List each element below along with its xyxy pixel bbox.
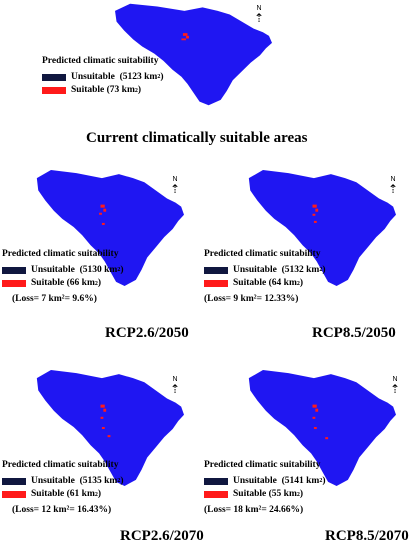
suitable-swatch <box>2 491 26 499</box>
legend-suitable: Suitable (55 km 2) <box>204 489 326 500</box>
suitable-patches <box>99 204 107 225</box>
loss-text: (Loss= 9 km²= 12.33%) <box>204 293 299 304</box>
suitable-patches <box>100 404 111 438</box>
suitable-swatch <box>42 87 66 95</box>
suitable-patches <box>312 404 329 440</box>
legend-title: Predicted climatic suitability <box>204 249 321 259</box>
legend-rcp85-2070: Predicted climatic suitability Unsuitabl… <box>204 460 326 515</box>
caption-rcp26-2050: RCP2.6/2050 <box>105 325 189 341</box>
caption-rcp85-2050: RCP8.5/2050 <box>312 325 396 341</box>
legend-unsuitable: Unsuitable (5130 km 2) <box>2 265 124 276</box>
north-arrow-current: N ⇡ <box>254 5 265 25</box>
legend-title: Predicted climatic suitability <box>2 249 119 259</box>
legend-rcp26-2070: Predicted climatic suitability Unsuitabl… <box>2 460 124 515</box>
legend-suitable: Suitable (73 km 2) <box>42 85 164 96</box>
north-arrow-rcp85-2050: N ⇡ <box>388 176 399 196</box>
unsuitable-swatch <box>204 266 228 274</box>
unsuitable-swatch <box>204 477 228 485</box>
north-arrow-rcp85-2070: N ⇡ <box>390 376 401 396</box>
legend-suitable: Suitable (61 km 2) <box>2 489 124 500</box>
unsuitable-swatch <box>2 266 26 274</box>
loss-text: (Loss= 12 km²= 16.43%) <box>12 504 112 515</box>
legend-suitable: Suitable (66 km 2) <box>2 278 124 289</box>
suitable-swatch <box>204 280 228 288</box>
legend-rcp85-2050: Predicted climatic suitability Unsuitabl… <box>204 249 326 304</box>
map-rcp26-2050 <box>36 170 184 286</box>
legend-unsuitable: Unsuitable (5135 km 2) <box>2 476 124 487</box>
legend-current: Predicted climatic suitability Unsuitabl… <box>42 56 164 100</box>
suitable-swatch <box>2 280 26 288</box>
legend-title: Predicted climatic suitability <box>204 460 321 470</box>
legend-unsuitable: Unsuitable (5123 km 2) <box>42 72 164 83</box>
loss-text: (Loss= 18 km²= 24.66%) <box>204 504 304 515</box>
legend-unsuitable: Unsuitable (5132 km 2) <box>204 265 326 276</box>
loss-text: (Loss= 7 km²= 9.6%) <box>12 293 97 304</box>
map-rcp85-2050 <box>248 170 396 286</box>
caption-current: Current climatically suitable areas <box>86 130 308 146</box>
map-rcp85-2070 <box>248 370 396 486</box>
caption-rcp85-2070: RCP8.5/2070 <box>325 528 409 544</box>
map-current <box>115 3 272 106</box>
north-arrow-rcp26-2070: N ⇡ <box>170 376 181 396</box>
caption-rcp26-2070: RCP2.6/2070 <box>120 528 204 544</box>
suitable-patches <box>312 204 319 223</box>
legend-title: Predicted climatic suitability <box>2 460 119 470</box>
legend-title: Predicted climatic suitability <box>42 56 159 66</box>
unsuitable-swatch <box>2 477 26 485</box>
suitable-patches <box>181 33 189 41</box>
unsuitable-swatch <box>42 73 66 81</box>
map-rcp26-2070 <box>36 370 184 486</box>
legend-suitable: Suitable (64 km 2) <box>204 278 326 289</box>
legend-rcp26-2050: Predicted climatic suitability Unsuitabl… <box>2 249 124 304</box>
legend-unsuitable: Unsuitable (5141 km 2) <box>204 476 326 487</box>
suitable-swatch <box>204 491 228 499</box>
north-arrow-rcp26-2050: N ⇡ <box>170 176 181 196</box>
